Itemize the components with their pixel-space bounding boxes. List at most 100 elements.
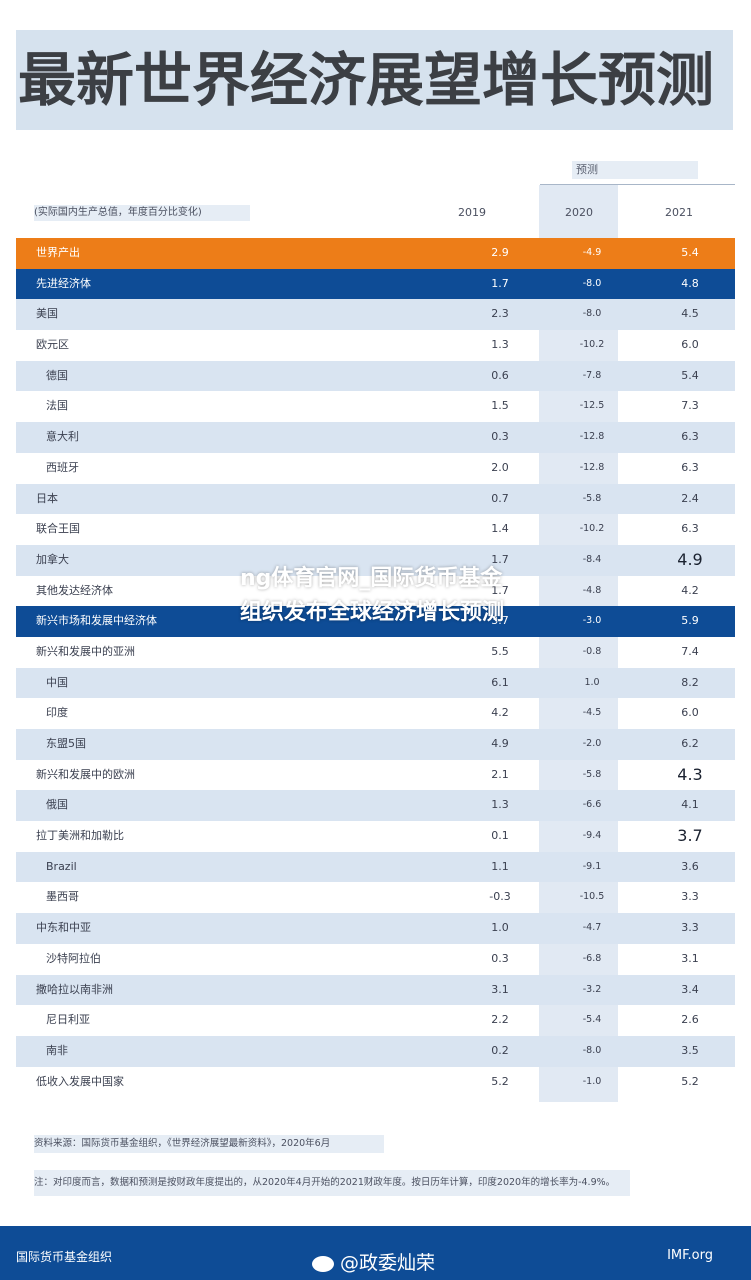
value-2021: 5.4 bbox=[681, 368, 699, 382]
row-name: 俄国 bbox=[46, 798, 68, 812]
row-name: 先进经济体 bbox=[36, 276, 91, 290]
value-2020: -10.2 bbox=[579, 339, 605, 351]
footnote: 注：对印度而言，数据和预测是按财政年度提出的，从2020年4月开始的2021财政… bbox=[34, 1170, 630, 1196]
value-2021: 7.4 bbox=[681, 644, 699, 658]
value-2021: 6.2 bbox=[681, 737, 699, 750]
row-name: 拉丁美洲和加勒比 bbox=[36, 829, 124, 843]
value-2020: -12.8 bbox=[579, 461, 605, 473]
value-2020: -9.1 bbox=[582, 860, 602, 872]
value-2020: -5.8 bbox=[582, 768, 602, 780]
table-row: 意大利 0.3 -12.8 6.3 bbox=[16, 422, 735, 453]
value-2019: 3.1 bbox=[491, 982, 509, 996]
value-2019: 2.2 bbox=[491, 1013, 509, 1027]
value-2020: -8.4 bbox=[582, 553, 602, 565]
table-row: 德国 0.6 -7.8 5.4 bbox=[16, 360, 735, 392]
table-row: 其他发达经济体 1.7 -4.8 4.2 bbox=[16, 576, 735, 607]
value-2021: 7.3 bbox=[681, 399, 699, 413]
units-caption: (实际国内生产总值，年度百分比变化) bbox=[34, 205, 250, 221]
value-2019: 4.9 bbox=[491, 737, 509, 750]
value-2021: 2.6 bbox=[681, 1013, 699, 1027]
table-row: 联合王国 1.4 -10.2 6.3 bbox=[16, 514, 735, 545]
value-2021: 3.1 bbox=[681, 951, 699, 965]
value-2020: -1.0 bbox=[582, 1075, 602, 1087]
forecast-divider bbox=[540, 184, 735, 185]
year-header-2019: 2019 bbox=[458, 206, 486, 219]
table-row: 印度 4.2 -4.5 6.0 bbox=[16, 698, 735, 729]
value-2019: 0.1 bbox=[491, 829, 509, 843]
table-row: 先进经济体 1.7 -8.0 4.8 bbox=[16, 268, 735, 300]
value-2021: 5.4 bbox=[681, 246, 699, 259]
value-2021: 5.9 bbox=[681, 614, 699, 628]
value-2020: -4.7 bbox=[582, 922, 602, 934]
value-2021: 4.2 bbox=[681, 583, 699, 597]
value-2021: 6.0 bbox=[681, 338, 699, 352]
table-row: 法国 1.5 -12.5 7.3 bbox=[16, 391, 735, 422]
table-row: 东盟5国 4.9 -2.0 6.2 bbox=[16, 729, 735, 760]
table-row: 撒哈拉以南非洲 3.1 -3.2 3.4 bbox=[16, 974, 735, 1006]
row-name: 中东和中亚 bbox=[36, 921, 91, 935]
row-name: 加拿大 bbox=[36, 552, 69, 566]
value-2019: 2.0 bbox=[491, 460, 509, 474]
table-row: 沙特阿拉伯 0.3 -6.8 3.1 bbox=[16, 944, 735, 975]
table-row: 欧元区 1.3 -10.2 6.0 bbox=[16, 330, 735, 361]
weibo-icon bbox=[312, 1255, 334, 1272]
value-2019: 1.0 bbox=[491, 921, 509, 935]
value-2021: 5.2 bbox=[681, 1074, 699, 1088]
value-2020: -8.0 bbox=[582, 1044, 602, 1056]
table-row: 中东和中亚 1.0 -4.7 3.3 bbox=[16, 913, 735, 944]
row-name: 西班牙 bbox=[46, 460, 79, 474]
row-name: 南非 bbox=[46, 1043, 68, 1057]
value-2019: 0.3 bbox=[491, 951, 509, 965]
value-2021: 6.0 bbox=[681, 706, 699, 720]
value-2021: 3.6 bbox=[681, 859, 699, 873]
value-2020: -9.4 bbox=[582, 830, 602, 842]
value-2020: -2.0 bbox=[582, 738, 602, 749]
value-2021: 3.5 bbox=[681, 1043, 699, 1057]
footer-site-link[interactable]: IMF.org bbox=[667, 1248, 713, 1263]
value-2019: 5.5 bbox=[491, 644, 509, 658]
value-2020: -6.6 bbox=[582, 799, 602, 811]
value-2019: 0.6 bbox=[491, 368, 509, 382]
row-name: 德国 bbox=[46, 368, 68, 382]
value-2019: -0.3 bbox=[489, 890, 511, 904]
value-2019: 4.2 bbox=[491, 706, 509, 720]
forecast-label: 预测 bbox=[572, 161, 698, 179]
row-name: 意大利 bbox=[46, 430, 79, 444]
value-2021: 4.9 bbox=[677, 549, 703, 569]
value-2021: 4.8 bbox=[681, 276, 699, 290]
value-2020: -4.8 bbox=[582, 584, 602, 596]
value-2021: 2.4 bbox=[681, 491, 699, 505]
value-2021: 4.5 bbox=[681, 307, 699, 321]
value-2019: 0.7 bbox=[491, 491, 509, 505]
value-2019: 1.3 bbox=[491, 798, 509, 812]
table-row: 美国 2.3 -8.0 4.5 bbox=[16, 299, 735, 331]
value-2020: -6.8 bbox=[582, 952, 602, 964]
table-row: 新兴和发展中的亚洲 5.5 -0.8 7.4 bbox=[16, 637, 735, 668]
row-name: 法国 bbox=[46, 399, 68, 413]
value-2020: -10.2 bbox=[579, 523, 605, 535]
table-row: 拉丁美洲和加勒比 0.1 -9.4 3.7 bbox=[16, 821, 735, 852]
value-2019: 2.1 bbox=[491, 767, 509, 781]
row-name: 日本 bbox=[36, 491, 58, 505]
footer-org: 国际货币基金组织 bbox=[16, 1250, 113, 1264]
footer-bar: 国际货币基金组织 IMF.org bbox=[0, 1226, 751, 1280]
year-header-2021: 2021 bbox=[665, 206, 693, 219]
table-row: 低收入发展中国家 5.2 -1.0 5.2 bbox=[16, 1067, 735, 1098]
value-2020: -12.5 bbox=[579, 400, 605, 412]
year-header-2020: 2020 bbox=[565, 206, 593, 219]
row-name: 欧元区 bbox=[36, 338, 69, 352]
value-2019: 0.3 bbox=[491, 430, 509, 444]
table-row: 尼日利亚 2.2 -5.4 2.6 bbox=[16, 1005, 735, 1036]
row-name: 撒哈拉以南非洲 bbox=[36, 982, 113, 996]
source-note: 资料来源：国际货币基金组织，《世界经济展望最新资料》，2020年6月 bbox=[34, 1135, 384, 1153]
value-2021: 3.4 bbox=[681, 982, 699, 996]
value-2019: 0.2 bbox=[491, 1043, 509, 1057]
value-2020: -5.4 bbox=[582, 1014, 602, 1026]
value-2019: 1.7 bbox=[491, 276, 509, 290]
value-2020: -3.0 bbox=[582, 615, 602, 627]
value-2019: 6.1 bbox=[491, 675, 509, 689]
table-row: 中国 6.1 1.0 8.2 bbox=[16, 667, 735, 699]
value-2020: -8.0 bbox=[582, 277, 602, 289]
row-name: 新兴市场和发展中经济体 bbox=[36, 614, 157, 628]
overlay-headline: ng体育官网_国际货币基金组织发布全球经济增长预测 bbox=[240, 566, 505, 625]
